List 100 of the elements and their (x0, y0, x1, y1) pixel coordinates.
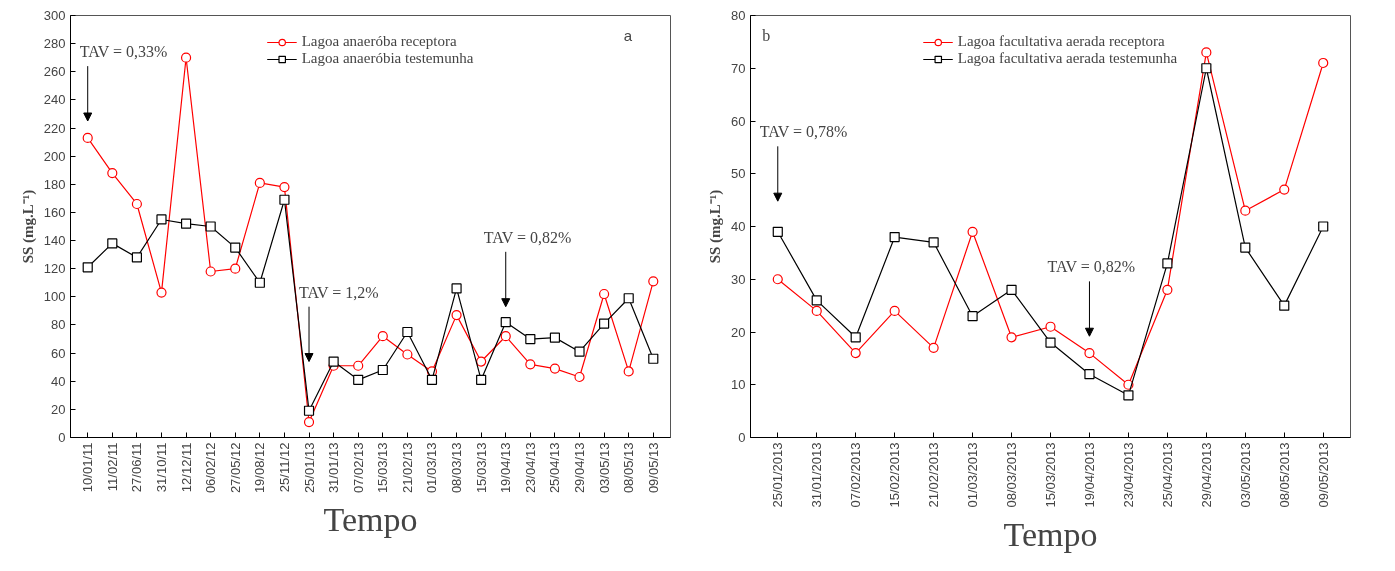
x-tick-label: 15/02/2013 (887, 442, 903, 508)
point (82, 132, 93, 143)
point (1318, 221, 1329, 232)
point (623, 293, 634, 304)
point (889, 305, 900, 316)
point (402, 349, 413, 360)
point (180, 52, 192, 63)
point (1045, 337, 1056, 348)
x-tick-label: 10/01/11 (80, 442, 96, 493)
point (574, 346, 585, 357)
x-tick-label: 12/12/11 (178, 442, 194, 493)
y-tick-label: 0 (738, 430, 746, 445)
point (500, 331, 511, 342)
point (230, 242, 241, 253)
point (107, 167, 118, 179)
y-tick-label: 220 (43, 120, 66, 136)
point (1162, 258, 1173, 269)
point (328, 356, 339, 367)
point (549, 363, 561, 374)
x-tick-label: 25/04/13 (547, 442, 563, 494)
point (303, 416, 315, 428)
point (426, 374, 438, 385)
x-tick-label: 19/04/2013 (1081, 442, 1097, 508)
point (451, 310, 462, 321)
point (1006, 284, 1017, 295)
x-tick-label: 27/06/11 (129, 442, 145, 493)
x-tick-label: 03/05/13 (596, 442, 612, 494)
y-tick-label: 80 (51, 317, 66, 333)
y-tick-label: 70 (731, 60, 746, 76)
x-tick-label: 01/03/13 (424, 442, 440, 494)
legend-label: Lagoa facultativa aerada testemunha (957, 50, 1178, 67)
x-tick-label: 11/02/11 (104, 442, 120, 492)
point (772, 274, 783, 285)
point (928, 342, 939, 353)
y-tick-label: 0 (58, 430, 66, 445)
point (1045, 321, 1056, 332)
x-tick-label: 07/02/13 (350, 442, 366, 494)
x-tick-label: 19/08/12 (252, 442, 268, 494)
point (648, 276, 659, 287)
point (279, 182, 290, 193)
point (254, 177, 265, 188)
point (1084, 369, 1095, 380)
x-tick-label: 25/11/12 (276, 442, 292, 493)
point (525, 359, 536, 370)
point (1123, 390, 1134, 401)
point (1240, 242, 1251, 253)
point (850, 348, 861, 359)
legend-label: Lagoa facultativa aerada receptora (957, 33, 1165, 50)
point (1318, 57, 1329, 69)
point (1279, 300, 1290, 311)
point (1201, 63, 1212, 74)
point (574, 371, 585, 383)
point (451, 283, 462, 294)
point (353, 360, 364, 371)
point (850, 332, 861, 343)
x-tick-label: 31/01/13 (326, 442, 342, 494)
point (599, 288, 610, 300)
x-axis-title: Tempo (1003, 515, 1098, 553)
y-tick-label: 10 (731, 377, 746, 393)
x-tick-label: 29/04/2013 (1198, 442, 1214, 508)
x-tick-label: 08/03/2013 (1004, 442, 1020, 508)
x-tick-label: 25/01/13 (301, 442, 317, 494)
y-tick-label: 60 (731, 113, 746, 129)
point (1162, 284, 1173, 295)
y-tick-label: 180 (43, 176, 66, 192)
point (180, 218, 192, 229)
y-tick-label: 160 (43, 204, 66, 220)
point (377, 364, 388, 376)
annotation: TAV = 0,82% (1047, 258, 1136, 276)
y-axis-title: SS (mg.L⁻¹) (19, 189, 37, 264)
annotation: TAV = 1,2% (299, 283, 379, 301)
x-tick-label: 27/05/12 (227, 442, 243, 494)
legend-label: Lagoa anaeróba receptora (301, 33, 457, 50)
annotation: TAV = 0,33% (79, 43, 168, 61)
x-tick-label: 31/01/2013 (809, 442, 825, 508)
x-tick-label: 23/04/13 (522, 442, 538, 494)
y-tick-label: 40 (51, 373, 66, 389)
point (599, 318, 610, 329)
y-tick-label: 260 (43, 64, 66, 80)
y-tick-label: 240 (43, 92, 66, 108)
x-tick-label: 08/05/13 (621, 442, 637, 494)
point (1201, 47, 1212, 58)
point (1240, 205, 1251, 216)
y-tick-label: 20 (731, 324, 746, 340)
y-tick-label: 40 (731, 219, 746, 234)
point (1279, 184, 1290, 195)
x-tick-label: 08/03/13 (449, 442, 465, 494)
x-tick-label: 31/10/11 (153, 442, 169, 493)
point (525, 333, 536, 345)
x-tick-label: 15/03/13 (473, 442, 489, 494)
y-tick-label: 140 (43, 233, 66, 249)
x-tick-label: 09/05/2013 (1315, 442, 1331, 508)
x-tick-label: 15/03/2013 (1043, 442, 1058, 508)
point (623, 366, 634, 377)
x-tick-label: 03/05/2013 (1237, 442, 1253, 508)
x-tick-label: 15/03/13 (375, 442, 391, 494)
y-tick-label: 30 (731, 271, 746, 287)
point (967, 226, 978, 237)
point (476, 356, 487, 367)
x-tick-label: 25/04/2013 (1159, 442, 1175, 508)
